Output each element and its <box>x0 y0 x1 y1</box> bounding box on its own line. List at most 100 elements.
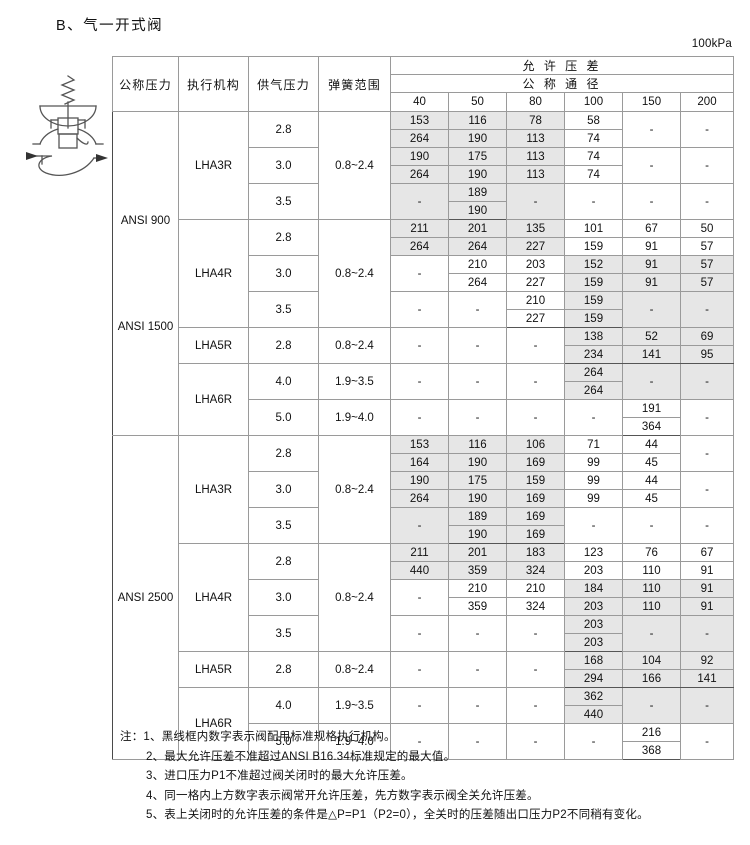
note-line-1: 注：1、黑线框内数字表示阀配用标准规格执行机构。 <box>120 728 740 748</box>
cell-dp-open: 169 <box>506 507 565 526</box>
cell-actuator: LHA5R <box>178 651 249 688</box>
cell-dp-merged: - <box>680 147 734 184</box>
cell-dp-closed: 190 <box>448 165 507 184</box>
cell-dp-merged: - <box>506 327 565 364</box>
cell-dp-closed: 141 <box>622 345 681 364</box>
cell-dp-merged: - <box>390 579 449 616</box>
valve-body-icon <box>58 133 78 149</box>
cell-dp-closed: 159 <box>564 237 623 256</box>
cell-dp-open: 44 <box>622 471 681 490</box>
cell-dp-open: 264 <box>564 363 623 382</box>
cell-dp-closed: 166 <box>622 669 681 688</box>
cell-dp-merged: - <box>564 399 623 436</box>
cell-dp-closed: 113 <box>506 129 565 148</box>
cell-spring-range: 0.8~2.4 <box>318 543 391 652</box>
cell-spring-range: 1.9~3.5 <box>318 687 391 724</box>
table-row: 440 <box>113 705 734 724</box>
cell-supply-pressure: 3.0 <box>248 471 319 508</box>
cell-actuator: LHA5R <box>178 327 249 364</box>
cell-spring-range: 0.8~2.4 <box>318 219 391 328</box>
cell-dp-merged: - <box>680 435 734 472</box>
table-row: 3.0 190 175 159 99 44- <box>113 471 734 508</box>
note-text-1: 1、黑线框内数字表示阀配用标准规格执行机构。 <box>143 731 396 743</box>
table-body: ANSI 900 ANSI 1500 LHA3R 2.8 0.8~2.4 153 116 78… <box>112 111 734 760</box>
cell-dp-open: 189 <box>448 507 507 526</box>
cell-dp-open: 152 <box>564 255 623 274</box>
cell-dp-open: 175 <box>448 471 507 490</box>
cell-dp-merged: - <box>448 615 507 652</box>
table-row: 3.0 -210 203 152 91 57 <box>113 255 734 292</box>
cell-dp-closed: 91 <box>680 561 734 580</box>
table-row: 264 227 159 91 57 <box>113 273 734 292</box>
cell-dp-merged: - <box>680 615 734 652</box>
cell-dp-merged: - <box>448 291 507 328</box>
cell-spring-range: 1.9~4.0 <box>318 723 391 760</box>
cell-dp-merged: - <box>448 327 507 364</box>
cell-dp-closed: 169 <box>506 453 565 472</box>
cell-dp-open: 203 <box>506 255 565 274</box>
cell-supply-pressure: 2.8 <box>248 219 319 256</box>
cell-dp-closed: 190 <box>448 453 507 472</box>
cell-actuator: LHA4R <box>178 543 249 652</box>
table-header-row-2: 公 称 通 径 <box>113 74 734 93</box>
cell-dp-merged: - <box>564 723 623 760</box>
table-row: 227 159 <box>113 309 734 328</box>
cell-dp-open: 58 <box>564 111 623 130</box>
cell-dp-closed: 95 <box>680 345 734 364</box>
cell-actuator: LHA3R <box>178 111 249 220</box>
cell-dp-closed: 169 <box>506 525 565 544</box>
cell-dp-closed: 234 <box>564 345 623 364</box>
cell-dp-open: 116 <box>448 435 507 454</box>
cell-dp-merged: - <box>622 363 681 400</box>
cell-supply-pressure: 3.0 <box>248 255 319 292</box>
cell-dp-merged: - <box>390 723 449 760</box>
cell-dp-merged: - <box>622 291 681 328</box>
table-row: ANSI 900 ANSI 1500 LHA3R 2.8 0.8~2.4 153 116 78… <box>112 111 734 436</box>
table-row: 294 166 141 <box>113 669 734 688</box>
cell-dp-closed: 169 <box>506 489 565 508</box>
cell-supply-pressure: 3.0 <box>248 147 319 184</box>
cell-dp-closed: 264 <box>390 237 449 256</box>
table-row: 368 <box>113 741 734 760</box>
cell-dp-open: 211 <box>390 543 449 562</box>
cell-dp-merged: - <box>448 399 507 436</box>
cell-dp-closed: 159 <box>564 273 623 292</box>
cell-dp-open: 216 <box>622 723 681 742</box>
cell-dp-closed: 45 <box>622 489 681 508</box>
inlet-flow-arrow-icon <box>26 152 38 160</box>
cell-spring-range: 0.8~2.4 <box>318 435 391 544</box>
cell-dp-closed: 57 <box>680 237 734 256</box>
cell-supply-pressure: 3.5 <box>248 507 319 544</box>
cell-dp-open: 159 <box>564 291 623 310</box>
cell-dp-merged: - <box>622 507 681 544</box>
cell-dp-open: 153 <box>390 435 449 454</box>
cell-supply-pressure: 5.0 <box>248 399 319 436</box>
cell-dp-open: 159 <box>506 471 565 490</box>
cell-dp-merged: - <box>680 687 734 724</box>
nominal-pressure-value: ANSI 900 <box>120 214 171 227</box>
cell-supply-pressure: 2.8 <box>248 111 319 148</box>
nominal-pressure-value: ANSI 1500 <box>117 320 174 333</box>
cell-dp-merged: - <box>680 507 734 544</box>
table-row: 264 190 113 74 <box>113 129 734 148</box>
table-row: 364 <box>113 417 734 436</box>
cell-dp-closed: 440 <box>564 705 623 724</box>
cell-dp-merged: - <box>680 723 734 760</box>
cell-dp-open: 123 <box>564 543 623 562</box>
cell-dp-merged: - <box>506 687 565 724</box>
cell-dp-open: 78 <box>506 111 565 130</box>
air-to-open-valve-diagram <box>18 72 118 200</box>
cell-dp-open: 210 <box>448 579 507 598</box>
cell-dp-closed: 74 <box>564 129 623 148</box>
table-row: LHA5R 2.8 0.8~2.4- - -138 52 69 <box>113 327 734 364</box>
header-dn-150: 150 <box>622 92 681 112</box>
table-row: 3.5- -210 159- - <box>113 291 734 328</box>
cell-dp-open: 190 <box>390 471 449 490</box>
cell-dp-closed: 227 <box>506 273 565 292</box>
cell-dp-open: 99 <box>564 471 623 490</box>
header-supply-pressure: 供气压力 <box>248 56 319 112</box>
cell-dp-merged: - <box>448 651 507 688</box>
table-row: 3.5- - -203- - <box>113 615 734 652</box>
cell-dp-closed: 264 <box>448 273 507 292</box>
cell-spring-range: 1.9~4.0 <box>318 399 391 436</box>
